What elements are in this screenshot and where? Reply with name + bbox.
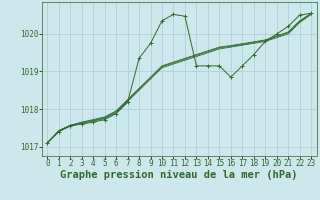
X-axis label: Graphe pression niveau de la mer (hPa): Graphe pression niveau de la mer (hPa) xyxy=(60,170,298,180)
